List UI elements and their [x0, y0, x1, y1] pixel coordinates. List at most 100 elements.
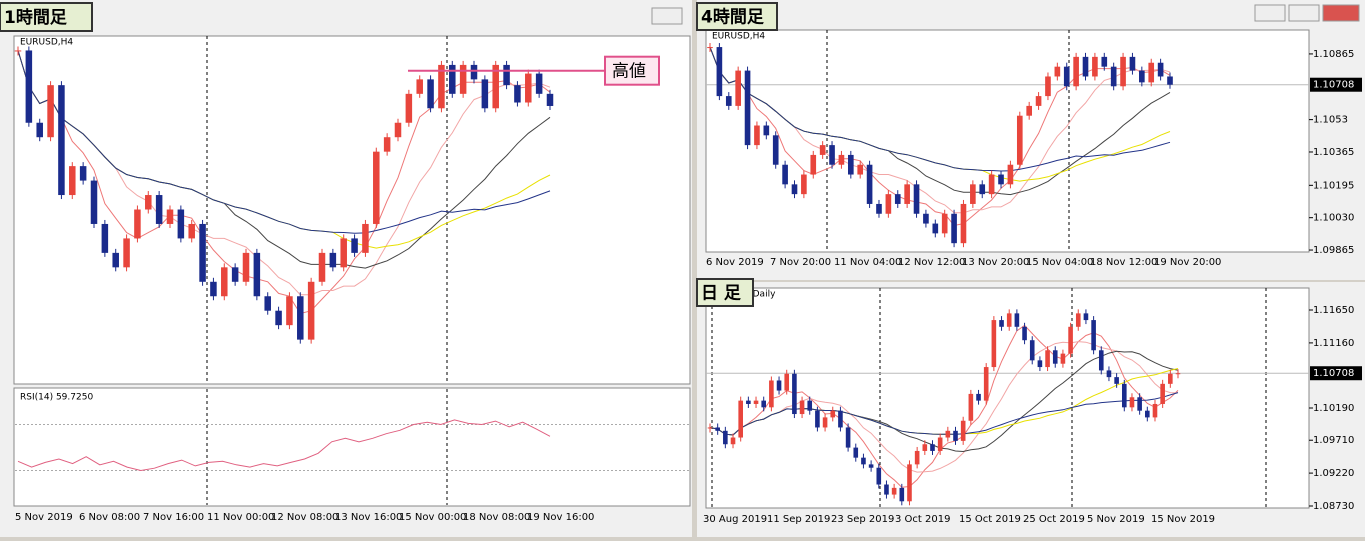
symbol-label: EURUSD,H4	[712, 32, 765, 42]
moving-average	[17, 50, 551, 234]
candle-body	[1091, 320, 1096, 351]
candle-body	[199, 223, 206, 282]
candle-body	[1160, 383, 1165, 404]
candle-body	[792, 373, 797, 415]
candle-body	[123, 238, 130, 268]
candle-body	[894, 194, 901, 204]
candle-body	[14, 50, 22, 52]
x-tick-label: 13 Nov 16:00	[335, 512, 402, 523]
y-tick-label: 1.11650	[1313, 305, 1354, 316]
candle-body	[166, 209, 174, 224]
y-tick-label: 1.10865	[1313, 49, 1354, 60]
candle-body	[725, 96, 732, 106]
minimize-button[interactable]	[1254, 4, 1286, 22]
candle-body	[69, 166, 76, 196]
candle-body	[1073, 56, 1079, 87]
candle-body	[876, 203, 882, 214]
candle-body	[1168, 373, 1173, 384]
timeframe-label: 日 足	[701, 284, 741, 304]
candle-body	[188, 223, 195, 239]
candle-body	[264, 296, 271, 311]
candle-body	[405, 93, 413, 123]
candle-body	[861, 457, 866, 465]
y-tick-label: 1.10190	[1313, 403, 1354, 414]
candle-body	[394, 122, 402, 138]
candle-body	[1045, 350, 1050, 368]
x-tick-label: 11 Nov 00:00	[207, 512, 274, 523]
candle-body	[1068, 326, 1073, 354]
candle-body	[853, 447, 859, 458]
chart-area	[13, 35, 691, 385]
y-tick-label: 1.10030	[1313, 213, 1354, 224]
candle-body	[1101, 56, 1108, 67]
candle-body	[1060, 353, 1066, 364]
maximize-button[interactable]	[1288, 4, 1320, 22]
candle-body	[1148, 62, 1155, 83]
candle-body	[907, 464, 912, 502]
timeframe-label: 1時間足	[4, 7, 67, 28]
candle-body	[1016, 115, 1023, 165]
candle-body	[1137, 397, 1142, 411]
candle-body	[1120, 56, 1126, 87]
x-tick-label: 7 Nov 16:00	[143, 512, 204, 523]
candle-body	[470, 64, 478, 80]
candle-body	[25, 50, 33, 123]
candle-body	[112, 252, 119, 268]
candle-body	[930, 444, 935, 451]
candle-body	[953, 430, 958, 441]
candle-body	[723, 430, 728, 445]
minimize-button[interactable]	[651, 7, 683, 25]
candle-body	[286, 296, 293, 326]
candle-body	[79, 166, 87, 181]
candle-body	[970, 184, 976, 204]
candle-body	[1157, 62, 1164, 77]
close-button[interactable]	[1322, 4, 1360, 22]
candle-body	[945, 430, 951, 438]
candle-body	[914, 450, 920, 465]
candle-body	[1026, 105, 1032, 116]
x-tick-label: 6 Nov 2019	[706, 257, 764, 268]
candle-body	[815, 410, 820, 428]
symbol-label: EURUSD,H4	[20, 38, 73, 48]
price-label: 1.10708	[1313, 80, 1354, 91]
candle-body	[923, 213, 929, 224]
candle-body	[753, 400, 759, 404]
candle-body	[155, 195, 163, 224]
x-tick-label: 19 Nov 16:00	[527, 512, 594, 523]
candle-body	[1075, 313, 1081, 327]
candle-body	[810, 154, 817, 175]
candle-body	[1083, 313, 1089, 321]
candle-body	[449, 64, 456, 94]
candle-body	[716, 47, 723, 97]
candle-body	[351, 238, 358, 253]
candle-body	[1054, 66, 1061, 77]
candle-body	[891, 487, 897, 495]
candle-body	[913, 184, 920, 214]
x-tick-label: 7 Nov 20:00	[770, 257, 831, 268]
y-tick-label: 1.10195	[1313, 180, 1354, 191]
candle-body	[941, 213, 948, 234]
candle-body	[373, 151, 380, 224]
candle-body	[546, 93, 554, 106]
x-tick-label: 11 Nov 04:00	[834, 257, 901, 268]
x-tick-label: 15 Nov 00:00	[399, 512, 466, 523]
candle-body	[492, 64, 499, 109]
y-tick-label: 1.09220	[1313, 468, 1354, 479]
candle-body	[47, 85, 54, 138]
timeframe-label: 4時間足	[701, 7, 764, 28]
candle-body	[819, 145, 826, 155]
y-tick-label: 1.09710	[1313, 435, 1354, 446]
candle-body	[983, 367, 989, 401]
candle-body	[754, 125, 760, 146]
candle-body	[438, 64, 445, 109]
rsi-line	[17, 419, 551, 472]
candle-body	[383, 137, 391, 152]
candle-body	[297, 296, 304, 340]
candle-body	[535, 73, 543, 94]
candle-body	[416, 79, 423, 94]
candle-body	[776, 380, 782, 391]
x-tick-label: 25 Oct 2019	[1023, 514, 1085, 525]
candle-body	[134, 209, 141, 239]
candle-body	[1035, 96, 1042, 106]
candle-body	[885, 194, 892, 214]
